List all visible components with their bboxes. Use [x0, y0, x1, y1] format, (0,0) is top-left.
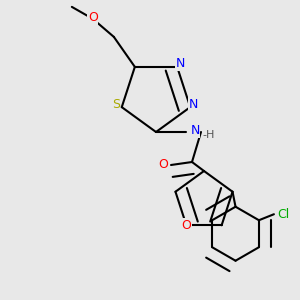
Text: S: S — [112, 98, 120, 111]
Text: O: O — [159, 158, 168, 172]
Text: Cl: Cl — [277, 208, 289, 221]
Text: O: O — [88, 11, 98, 24]
Text: N: N — [190, 124, 200, 137]
Text: O: O — [182, 219, 191, 232]
Text: N: N — [176, 57, 185, 70]
Text: N: N — [189, 98, 198, 111]
Text: -H: -H — [202, 130, 215, 140]
